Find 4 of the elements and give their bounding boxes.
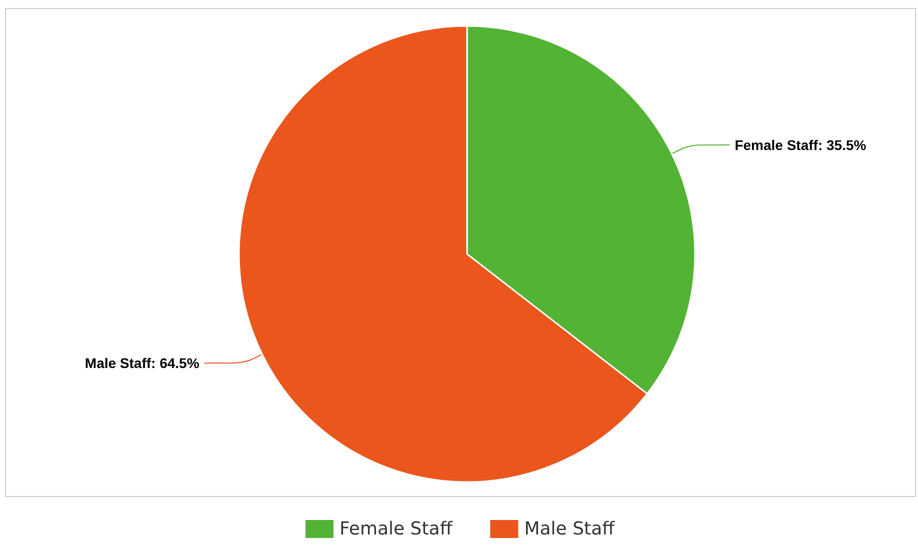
data-label: Female Staff: 35.5%	[734, 136, 867, 153]
data-label: Male Staff: 64.5%	[84, 355, 200, 372]
legend-label: Male Staff	[524, 518, 616, 540]
legend-label: Female Staff	[340, 518, 453, 540]
